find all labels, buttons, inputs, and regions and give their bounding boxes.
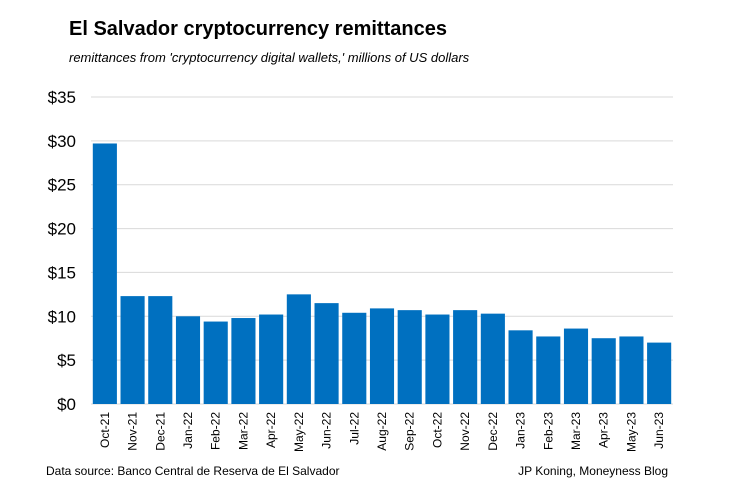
y-tick-label: $10 <box>48 307 76 326</box>
bar-jun-22 <box>314 303 339 404</box>
x-axis-ticks: Oct-21 Nov-21 Dec-21 Jan-22 Feb-22 Mar-22 Apr-… <box>98 412 666 452</box>
x-tick-label: Aug-22 <box>375 412 389 451</box>
bar-apr-22 <box>259 314 284 404</box>
bar-nov-21 <box>120 296 145 404</box>
x-tick-label: Apr-22 <box>264 412 278 448</box>
bar-may-22 <box>286 294 311 404</box>
y-tick-label: $30 <box>48 132 76 151</box>
chart-subtitle: remittances from 'cryptocurrency digital… <box>69 50 470 65</box>
x-tick-label: Dec-22 <box>486 412 500 451</box>
x-tick-label: Oct-21 <box>98 412 112 448</box>
bar-dec-22 <box>480 313 505 404</box>
x-tick-label: Mar-22 <box>236 412 250 450</box>
bar-aug-22 <box>369 308 395 404</box>
x-tick-label: Sep-22 <box>403 412 417 451</box>
bar-apr-23 <box>591 338 616 404</box>
x-tick-label: Feb-22 <box>209 412 223 450</box>
bar-sep-22 <box>397 310 422 404</box>
y-tick-label: $35 <box>48 88 76 107</box>
bar-jan-22 <box>175 316 201 404</box>
x-tick-label: Apr-23 <box>597 412 611 448</box>
bar-feb-23 <box>536 336 561 404</box>
x-tick-label: May-22 <box>292 412 306 452</box>
data-source-note: Data source: Banco Central de Reserva de… <box>46 464 340 478</box>
x-tick-label: Dec-21 <box>153 412 167 451</box>
x-tick-label: Jan-23 <box>514 412 528 449</box>
x-tick-label: Feb-23 <box>541 412 555 450</box>
bar-mar-22 <box>231 318 256 404</box>
bars <box>92 143 672 404</box>
bar-oct-22 <box>425 314 450 404</box>
bar-jan-23 <box>508 330 533 404</box>
bar-feb-22 <box>203 321 228 404</box>
x-tick-label: Jan-22 <box>181 412 195 449</box>
x-tick-label: Jun-23 <box>652 412 666 449</box>
y-tick-label: $0 <box>57 395 76 414</box>
x-tick-label: Nov-21 <box>126 412 140 451</box>
bar-mar-23 <box>563 328 589 404</box>
x-tick-label: Jun-22 <box>320 412 334 449</box>
y-axis-ticks: $0 $5 $10 $15 $20 $25 $30 $35 <box>48 88 76 414</box>
y-tick-label: $15 <box>48 263 76 282</box>
credit-note: JP Koning, Moneyness Blog <box>518 464 668 478</box>
y-tick-label: $20 <box>48 220 76 239</box>
x-tick-label: Nov-22 <box>458 412 472 451</box>
y-tick-label: $5 <box>57 351 76 370</box>
chart-title: El Salvador cryptocurrency remittances <box>69 18 447 40</box>
bar-jun-23 <box>647 342 672 404</box>
y-tick-label: $25 <box>48 176 76 195</box>
x-tick-label: Oct-22 <box>430 412 444 448</box>
bar-nov-22 <box>453 310 478 404</box>
bar-may-23 <box>619 336 644 404</box>
bar-jul-22 <box>342 312 367 404</box>
x-tick-label: Mar-23 <box>569 412 583 450</box>
x-tick-label: May-23 <box>624 412 638 452</box>
x-tick-label: Jul-22 <box>347 412 361 445</box>
bar-dec-21 <box>148 296 173 404</box>
bar-oct-21 <box>92 143 117 404</box>
